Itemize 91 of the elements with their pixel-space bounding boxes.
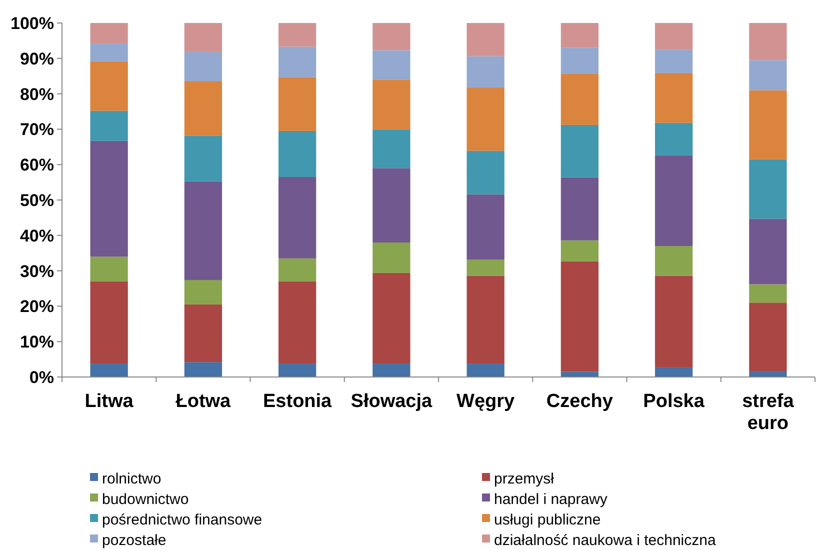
- bar: [90, 364, 128, 377]
- bar: [278, 46, 316, 78]
- bar: [372, 50, 410, 80]
- bar: [278, 364, 316, 377]
- bar: [654, 72, 693, 123]
- bar: [654, 23, 693, 50]
- bar: [560, 124, 599, 178]
- bar: [466, 259, 504, 276]
- x-tick-label: Węgry: [456, 391, 516, 412]
- bar: [278, 130, 316, 177]
- bar: [749, 218, 787, 284]
- bar: [654, 50, 693, 73]
- y-tick-label: 30%: [20, 262, 54, 281]
- y-tick-label: 80%: [20, 84, 54, 104]
- y-tick-label: 60%: [20, 156, 54, 175]
- bar: [372, 168, 410, 242]
- bar: [184, 81, 222, 136]
- bar: [372, 129, 410, 168]
- bar: [90, 44, 128, 62]
- bar: [184, 52, 222, 82]
- legend-label: handel i naprawy: [494, 490, 608, 508]
- bar: [654, 155, 693, 246]
- bar: [184, 23, 222, 52]
- bar: [654, 367, 693, 377]
- bar: [654, 122, 693, 156]
- bar: [90, 110, 128, 141]
- bar: [278, 281, 316, 364]
- x-tick-label: Czechy: [546, 391, 614, 412]
- bar: [184, 181, 222, 280]
- y-tick-label: 70%: [20, 120, 54, 140]
- y-tick-label: 100%: [10, 14, 54, 33]
- bar: [466, 56, 504, 88]
- bar: [90, 256, 128, 282]
- bar: [560, 74, 599, 125]
- y-tick-label: 10%: [20, 332, 54, 352]
- bar: [372, 242, 410, 273]
- bar: [749, 284, 787, 303]
- bar: [372, 272, 410, 364]
- bar: [184, 362, 222, 377]
- bar: [372, 23, 410, 50]
- bar: [560, 23, 599, 48]
- bar: [466, 364, 504, 377]
- bar: [90, 140, 128, 257]
- bar: [560, 48, 599, 74]
- bar: [654, 246, 693, 276]
- x-tick-label: Estonia: [263, 391, 332, 412]
- x-tick-label: Litwa: [84, 391, 134, 412]
- bar: [466, 150, 504, 194]
- bar: [749, 90, 787, 160]
- legend-label: przemysł: [494, 470, 555, 488]
- x-tick-label: strefa euro: [742, 391, 794, 434]
- bar: [90, 61, 128, 111]
- x-tick-label: Polska: [643, 391, 705, 412]
- bar: [560, 372, 599, 377]
- bar: [278, 176, 316, 258]
- y-tick-label: 90%: [20, 49, 54, 68]
- bar: [90, 281, 128, 364]
- x-tick-label: Słowacja: [350, 391, 433, 412]
- bar: [184, 280, 222, 304]
- bar: [466, 23, 504, 56]
- y-tick-label: 40%: [20, 226, 54, 246]
- legend-label: pozostałe: [102, 532, 166, 549]
- bar: [90, 23, 128, 44]
- legend-label: pośrednictwo finansowe: [102, 511, 262, 528]
- legend-label: rolnictwo: [102, 470, 162, 488]
- legend-label: usługi publiczne: [494, 511, 601, 528]
- bar: [749, 60, 787, 90]
- bar: [749, 159, 787, 219]
- bar: [560, 261, 599, 372]
- bar: [278, 23, 316, 47]
- bar: [749, 23, 787, 60]
- bar: [749, 370, 787, 377]
- bar: [560, 240, 599, 262]
- bar: [372, 364, 410, 377]
- bar: [372, 80, 410, 130]
- legend-label: działalność naukowa i techniczna: [494, 532, 716, 549]
- y-tick-label: 0%: [29, 368, 54, 387]
- bar: [184, 304, 222, 362]
- y-tick-label: 20%: [20, 297, 54, 316]
- bar: [560, 177, 599, 240]
- bar: [466, 194, 504, 260]
- bar: [654, 276, 693, 368]
- legend-label: budownictwo: [102, 490, 189, 508]
- bar: [184, 136, 222, 182]
- bar: [278, 77, 316, 131]
- y-tick-label: 50%: [20, 190, 54, 210]
- bar: [749, 302, 787, 371]
- bar: [466, 87, 504, 151]
- bar: [278, 258, 316, 282]
- bar: [466, 276, 504, 364]
- x-tick-label: Łotwa: [176, 391, 232, 412]
